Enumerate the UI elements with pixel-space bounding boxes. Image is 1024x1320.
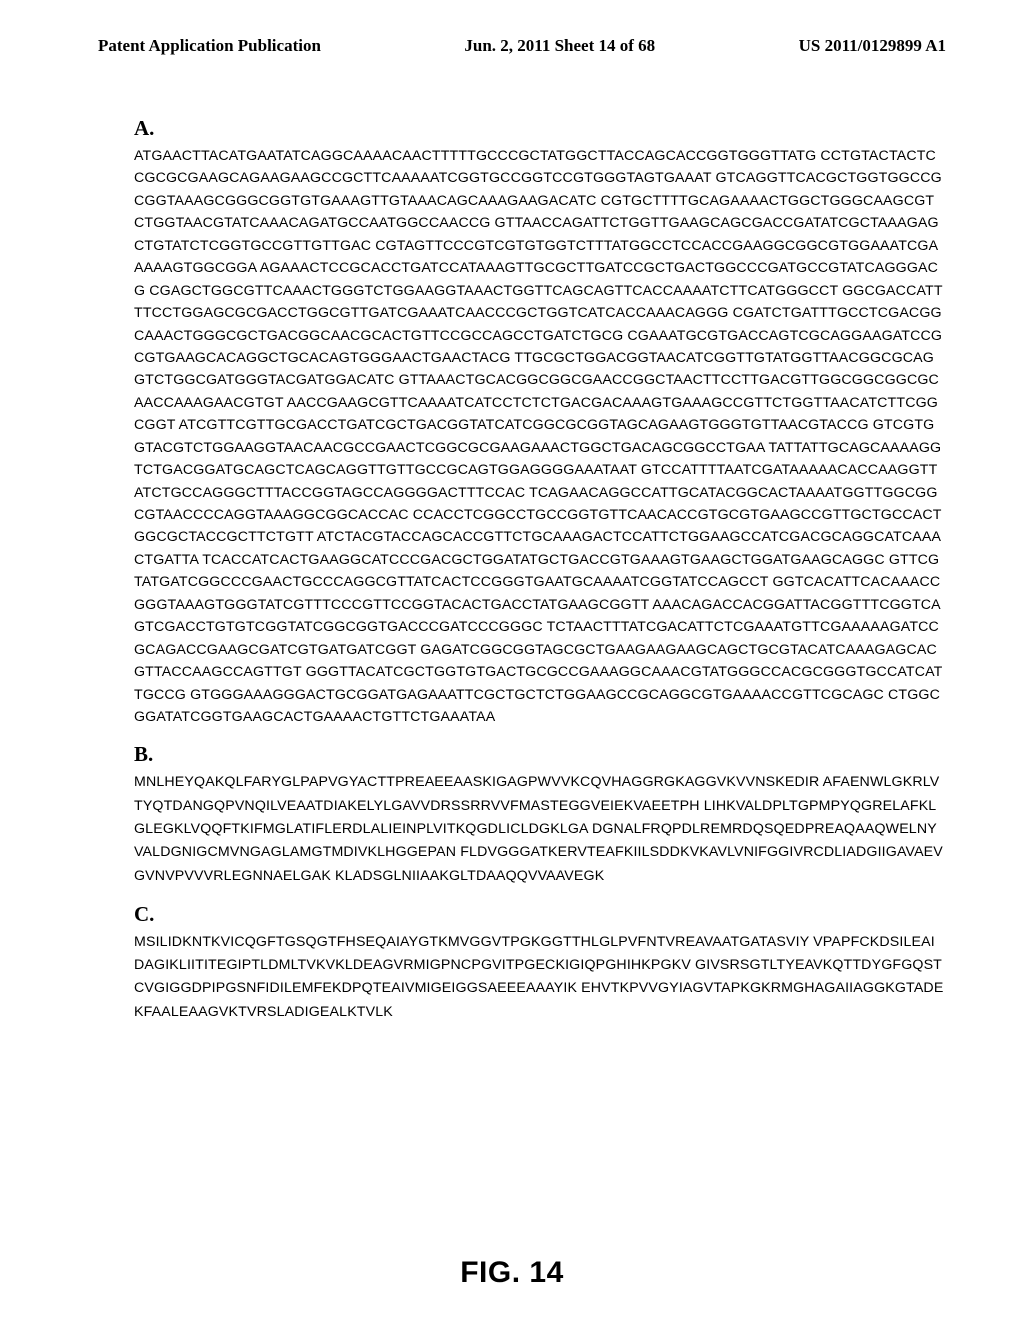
patent-page: Patent Application Publication Jun. 2, 2… (0, 0, 1024, 1320)
header-publication: Patent Application Publication (98, 36, 321, 56)
section-a-sequence: ATGAACTTACATGAATATCAGGCAAAACAACTTTTTGCCC… (90, 145, 954, 728)
page-header: Patent Application Publication Jun. 2, 2… (90, 36, 954, 56)
header-date-sheet: Jun. 2, 2011 Sheet 14 of 68 (464, 36, 655, 56)
section-b-label: B. (90, 742, 954, 767)
section-a-label: A. (90, 116, 954, 141)
figure-caption: FIG. 14 (0, 1256, 1024, 1290)
section-c-sequence: MSILIDKNTKVICQGFTGSQGTFHSEQAIAYGTKMVGGVT… (90, 931, 954, 1024)
header-publication-number: US 2011/0129899 A1 (799, 36, 946, 56)
section-c-label: C. (90, 902, 954, 927)
section-b-sequence: MNLHEYQAKQLFARYGLPAPVGYACTTPREAEEAASKIGA… (90, 771, 954, 887)
